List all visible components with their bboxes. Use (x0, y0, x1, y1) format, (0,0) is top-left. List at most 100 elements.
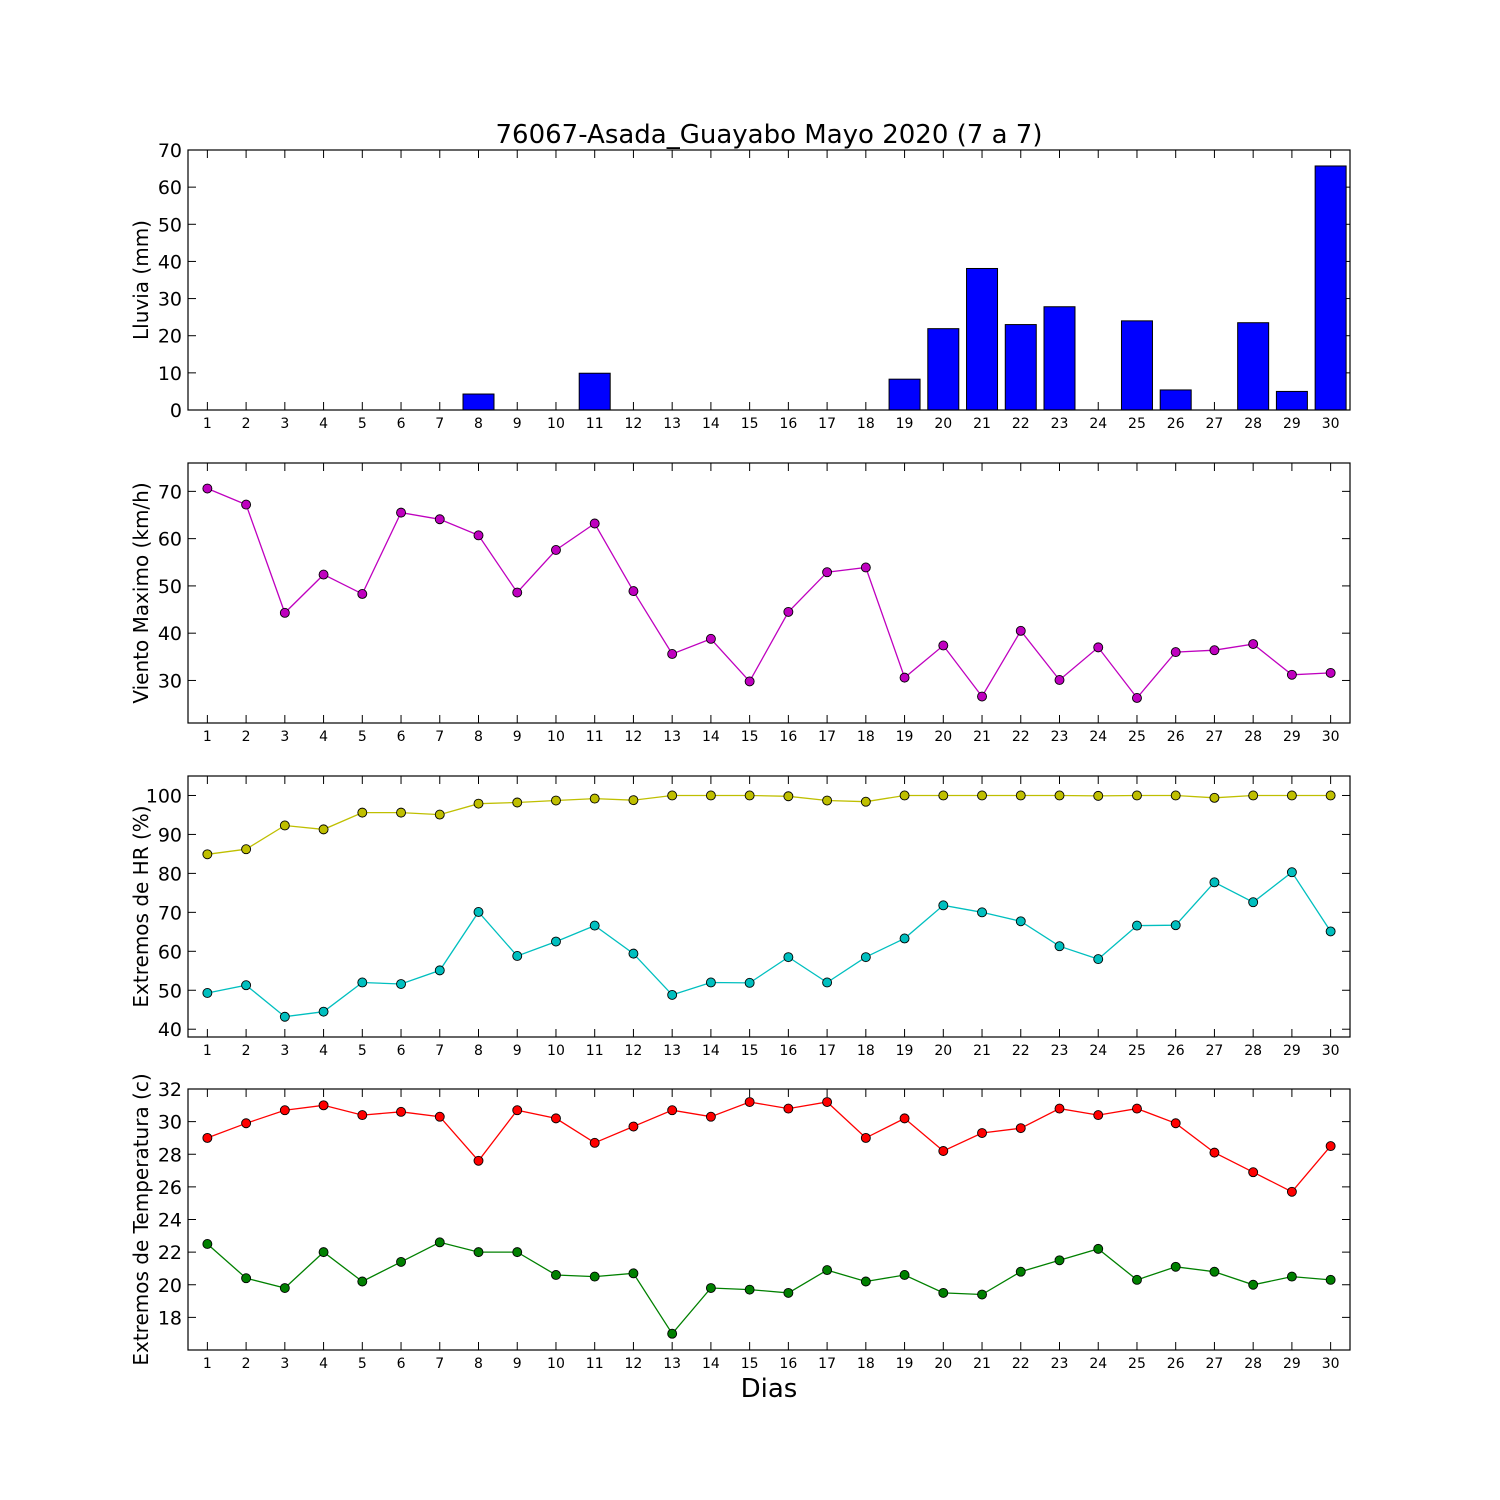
data-point (977, 790, 987, 801)
y-tick-label: 70 (158, 902, 182, 924)
data-point (241, 499, 252, 510)
x-tick-label: 12 (625, 416, 643, 432)
figure-title: 76067-Asada_Guayabo Mayo 2020 (7 a 7) (496, 120, 1043, 150)
series-line-1 (207, 487, 1331, 699)
data-point (512, 1105, 523, 1116)
x-tick-label: 22 (1012, 1356, 1030, 1372)
x-tick-label: 26 (1167, 729, 1185, 745)
data-point (1325, 1141, 1336, 1152)
data-point (551, 1113, 561, 1124)
data-point (1170, 647, 1181, 658)
x-tick-label: 20 (934, 416, 952, 432)
x-tick-label: 27 (1206, 416, 1224, 432)
x-tick-label: 11 (586, 729, 604, 745)
x-tick-label: 13 (663, 729, 681, 745)
data-point (473, 1247, 484, 1258)
y-tick-label: 26 (158, 1177, 182, 1199)
x-tick-label: 14 (702, 416, 720, 432)
x-tick-label: 25 (1128, 416, 1146, 432)
x-tick-label: 6 (397, 416, 406, 432)
y-tick-label: 30 (158, 1112, 182, 1134)
data-point (1054, 1255, 1065, 1266)
x-tick-label: 5 (358, 729, 367, 745)
data-point (899, 1270, 910, 1280)
x-tick-label: 15 (741, 1356, 759, 1372)
x-tick-label: 11 (586, 1043, 604, 1059)
x-tick-label: 13 (663, 1356, 681, 1372)
y-tick-label: 60 (158, 941, 182, 963)
data-point (1248, 790, 1259, 801)
data-point (512, 951, 523, 961)
y-tick-label: 28 (158, 1144, 182, 1166)
x-tick-label: 4 (319, 1356, 328, 1372)
data-point (1093, 1110, 1104, 1121)
data-point (241, 980, 252, 991)
x-tick-label: 15 (741, 416, 759, 432)
data-point (1054, 941, 1065, 952)
y-tick-label: 22 (158, 1242, 182, 1264)
data-point (1170, 790, 1181, 801)
data-point (1325, 926, 1336, 937)
x-tick-label: 1 (203, 1356, 212, 1372)
y-tick-label: 30 (158, 289, 182, 311)
x-tick-label: 22 (1012, 416, 1030, 432)
x-tick-label: 6 (397, 1356, 406, 1372)
data-point (357, 807, 368, 818)
data-point (667, 649, 678, 659)
y-tick-label: 60 (158, 529, 182, 551)
x-tick-label: 23 (1051, 729, 1069, 745)
bar (1120, 320, 1153, 411)
data-point (705, 977, 716, 988)
data-point (667, 989, 678, 1000)
series-line-2 (207, 871, 1332, 1018)
data-point (1132, 1103, 1142, 1114)
x-tick-label: 20 (934, 1043, 952, 1059)
data-point (551, 795, 561, 806)
plot-frame (187, 775, 1351, 1038)
bar (888, 378, 921, 411)
data-point (396, 1106, 406, 1117)
data-point (1015, 1123, 1026, 1134)
data-point (705, 790, 716, 801)
data-point (1093, 642, 1104, 653)
x-tick-label: 5 (358, 1356, 367, 1372)
data-point (628, 795, 639, 806)
x-tick-label: 23 (1051, 1356, 1069, 1372)
x-tick-label: 2 (242, 729, 251, 745)
y-tick-label: 40 (158, 1019, 182, 1041)
data-point (1054, 790, 1065, 801)
data-point (1054, 675, 1065, 685)
x-tick-label: 8 (474, 729, 483, 745)
x-tick-label: 17 (818, 729, 836, 745)
bar (578, 372, 611, 411)
data-point (1170, 920, 1181, 931)
x-tick-label: 22 (1012, 1043, 1030, 1059)
data-point (202, 1239, 213, 1249)
data-point (1325, 790, 1336, 801)
x-tick-label: 29 (1283, 729, 1301, 745)
bar (1275, 390, 1308, 411)
data-point (396, 979, 406, 989)
data-point (357, 977, 368, 988)
y-tick-label: 40 (158, 623, 182, 645)
x-tick-label: 2 (242, 416, 251, 432)
data-point (899, 1113, 910, 1124)
x-tick-label: 14 (702, 1356, 720, 1372)
data-point (938, 640, 949, 651)
x-tick-label: 21 (973, 1356, 991, 1372)
y-tick-label: 90 (158, 824, 182, 846)
x-tick-label: 8 (474, 1356, 483, 1372)
data-point (1209, 1266, 1220, 1277)
data-point (589, 1271, 600, 1282)
data-point (938, 790, 949, 801)
x-tick-label: 16 (779, 1043, 797, 1059)
data-point (628, 948, 639, 959)
data-point (279, 1105, 290, 1116)
x-axis-label: Dias (741, 1374, 798, 1404)
x-tick-label: 19 (896, 416, 914, 432)
data-point (1248, 1167, 1259, 1178)
x-tick-label: 25 (1128, 1043, 1146, 1059)
x-tick-label: 9 (513, 1356, 522, 1372)
x-tick-label: 24 (1089, 1043, 1107, 1059)
